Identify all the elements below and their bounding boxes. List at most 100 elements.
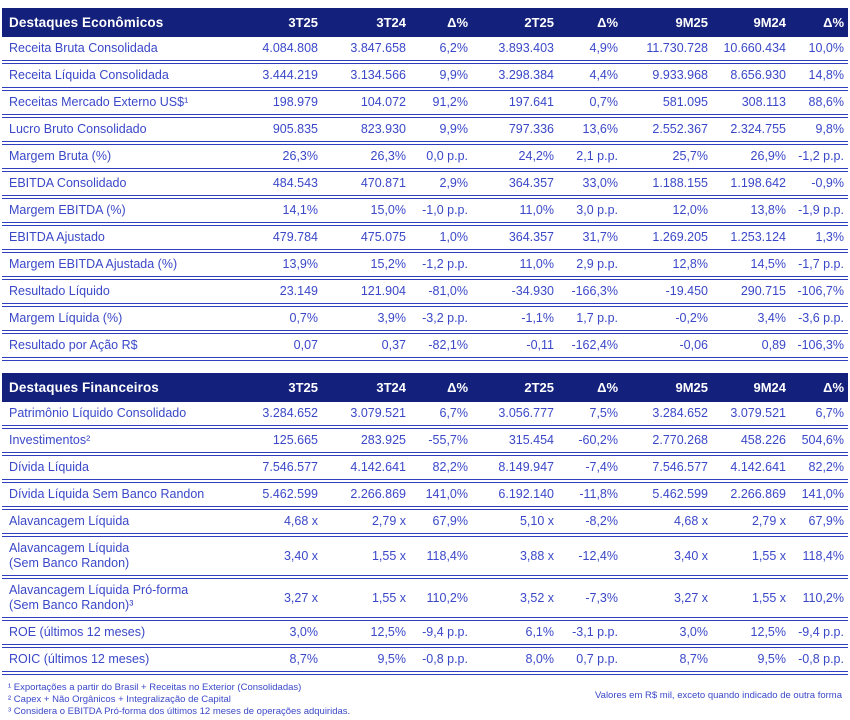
- value-cell: 3,40 x: [283, 548, 318, 563]
- value-cell: -7,3%: [585, 590, 618, 605]
- column-header-9m25: 9M25: [622, 373, 712, 402]
- value-cell: 3,52 x: [519, 590, 554, 605]
- table-row: Alavancagem Líquida 4,68 x 2,79 x 67,9% 5,10…: [2, 508, 848, 535]
- table-spacer: [2, 361, 848, 373]
- row-label: Margem Líquida (%): [9, 311, 123, 325]
- value-cell: 1,0%: [439, 230, 469, 244]
- value-cell: 3.444.219: [262, 68, 318, 82]
- value-cell: -106,3%: [797, 338, 844, 352]
- value-cell: 3,4%: [757, 311, 787, 325]
- table-row: Resultado Líquido 23.149 121.904 -81,0% -34.…: [2, 278, 848, 305]
- table-row: Dívida Líquida Sem Banco Randon 5.462.599…: [2, 481, 848, 508]
- value-cell: 1.198.642: [730, 176, 786, 190]
- value-cell: 3,40 x: [673, 548, 708, 563]
- value-cell: 118,4%: [802, 548, 844, 563]
- value-cell: 2,1 p.p.: [576, 149, 618, 163]
- value-cell: 82,2%: [432, 460, 468, 474]
- value-cell: 8.656.930: [730, 68, 786, 82]
- value-cell: 6,2%: [439, 41, 469, 55]
- row-label: Dívida Líquida: [9, 460, 89, 474]
- value-cell: 3,27 x: [283, 590, 318, 605]
- value-cell: 9,9%: [439, 122, 469, 136]
- value-cell: 25,7%: [672, 149, 708, 163]
- footer: ¹ Exportações a partir do Brasil + Recei…: [2, 675, 848, 718]
- value-cell: 7.546.577: [262, 460, 318, 474]
- economic-table-header-row: Destaques Econômicos 3T25 3T24 Δ% 2T25 Δ…: [2, 8, 848, 37]
- value-cell: 581.095: [662, 95, 708, 109]
- value-cell: 479.784: [272, 230, 318, 244]
- column-header-3t25: 3T25: [250, 373, 322, 402]
- value-cell: -55,7%: [428, 433, 468, 447]
- value-cell: 88,6%: [808, 95, 844, 109]
- value-cell: 67,9%: [808, 514, 844, 528]
- value-cell: 9,5%: [377, 652, 407, 666]
- value-cell: 4,68 x: [673, 514, 708, 528]
- row-label: Lucro Bruto Consolidado: [9, 122, 147, 136]
- value-cell: 364.357: [508, 176, 554, 190]
- row-label: ROIC (últimos 12 meses): [9, 652, 150, 666]
- value-cell: 11,0%: [519, 257, 554, 271]
- value-cell: 6.192.140: [498, 487, 554, 501]
- value-cell: 141,0%: [801, 487, 844, 501]
- value-cell: -3,2 p.p.: [422, 311, 468, 325]
- value-cell: 67,9%: [432, 514, 468, 528]
- column-header-9m24: 9M24: [712, 8, 790, 37]
- row-label: EBITDA Consolidado: [9, 176, 127, 190]
- value-cell: -1,1%: [521, 311, 554, 325]
- table-row: ROE (últimos 12 meses) 3,0% 12,5% -9,4 p.p.…: [2, 619, 848, 646]
- value-cell: 4,4%: [589, 68, 619, 82]
- table-row: Receitas Mercado Externo US$¹ 198.979 104.…: [2, 89, 848, 116]
- value-cell: -1,9 p.p.: [798, 203, 844, 217]
- value-cell: -9,4 p.p.: [798, 625, 844, 639]
- value-cell: 3,0%: [679, 625, 709, 639]
- value-cell: 458.226: [740, 433, 786, 447]
- value-cell: 484.543: [272, 176, 318, 190]
- row-label: Margem EBITDA (%): [9, 203, 126, 217]
- value-cell: 2,9 p.p.: [576, 257, 618, 271]
- value-cell: 3.079.521: [730, 406, 786, 420]
- value-cell: -3,1 p.p.: [572, 625, 618, 639]
- value-cell: -9,4 p.p.: [422, 625, 468, 639]
- table-row: Alavancagem Líquida Pró-forma (Sem Banco…: [2, 577, 848, 619]
- value-cell: -34.930: [511, 284, 554, 298]
- value-cell: 82,2%: [808, 460, 844, 474]
- value-cell: 24,2%: [518, 149, 554, 163]
- value-cell: 11.730.728: [646, 41, 708, 55]
- value-cell: 4.084.808: [262, 41, 318, 55]
- value-cell: 6,7%: [439, 406, 469, 420]
- value-cell: 9,5%: [757, 652, 787, 666]
- table-row: Dívida Líquida 7.546.577 4.142.641 82,2% 8.1…: [2, 454, 848, 481]
- financial-highlights-table: Destaques Financeiros 3T25 3T24 Δ% 2T25 …: [2, 373, 848, 675]
- economic-table-title: Destaques Econômicos: [2, 8, 250, 37]
- value-cell: -3,6 p.p.: [798, 311, 844, 325]
- row-label: Margem EBITDA Ajustada (%): [9, 257, 178, 271]
- value-cell: 290.715: [740, 284, 786, 298]
- value-cell: 12,5%: [750, 625, 786, 639]
- value-cell: 9,8%: [815, 122, 845, 136]
- value-cell: 14,1%: [282, 203, 318, 217]
- value-cell: -0,8 p.p.: [798, 652, 844, 666]
- row-label: Receita Bruta Consolidada: [9, 41, 158, 55]
- value-cell: -0,06: [679, 338, 709, 352]
- value-cell: 475.075: [360, 230, 406, 244]
- value-cell: 2,79 x: [751, 514, 786, 528]
- value-cell: 1.269.205: [652, 230, 708, 244]
- row-label: ROE (últimos 12 meses): [9, 625, 146, 639]
- row-label: EBITDA Ajustado: [9, 230, 105, 244]
- value-cell: 315.454: [508, 433, 554, 447]
- value-cell: 6,7%: [815, 406, 845, 420]
- value-cell: 110,2%: [426, 590, 468, 605]
- value-cell: 3,9%: [377, 311, 407, 325]
- table-row: Lucro Bruto Consolidado 905.835 823.930 9,9…: [2, 116, 848, 143]
- column-header-delta-1: Δ%: [410, 373, 472, 402]
- table-row: EBITDA Consolidado 484.543 470.871 2,9% 364.…: [2, 170, 848, 197]
- column-header-delta-3: Δ%: [790, 8, 848, 37]
- value-cell: 14,8%: [808, 68, 844, 82]
- table-row: Investimentos² 125.665 283.925 -55,7% 315.45…: [2, 427, 848, 454]
- value-cell: 12,5%: [370, 625, 406, 639]
- value-cell: -8,2%: [585, 514, 618, 528]
- value-cell: 8.149.947: [498, 460, 554, 474]
- financial-table-header-row: Destaques Financeiros 3T25 3T24 Δ% 2T25 …: [2, 373, 848, 402]
- value-cell: 12,8%: [672, 257, 708, 271]
- value-cell: 7.546.577: [652, 460, 708, 474]
